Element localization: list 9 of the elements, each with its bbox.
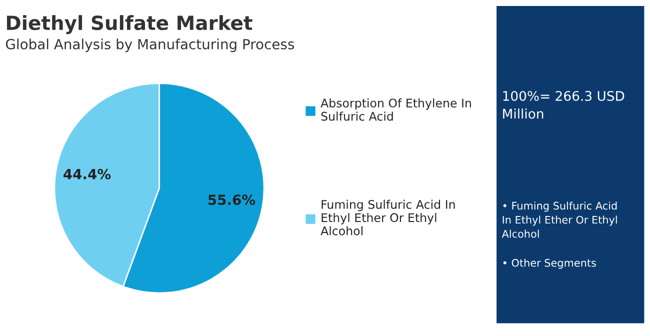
- legend-label: Fuming Sulfuric Acid In Ethyl Ether Or Ethyl Alcohol: [320, 200, 455, 236]
- data-label: 55.6%: [208, 194, 256, 206]
- chart-title: Diethyl Sulfate Market: [6, 15, 252, 34]
- legend-label: Absorption Of Ethylene In Sulfuric Acid: [320, 98, 471, 121]
- text: • Other Segments: [503, 258, 596, 269]
- data-label: 44.4%: [64, 168, 111, 180]
- chart-subtitle: Global Analysis by Manufacturing Process: [6, 38, 294, 52]
- text: • Fuming Sulfuric Acid In Ethyl Ether Or Ethyl Alcohol: [502, 202, 617, 238]
- text: 100%= 266.3 USD Million: [503, 90, 624, 119]
